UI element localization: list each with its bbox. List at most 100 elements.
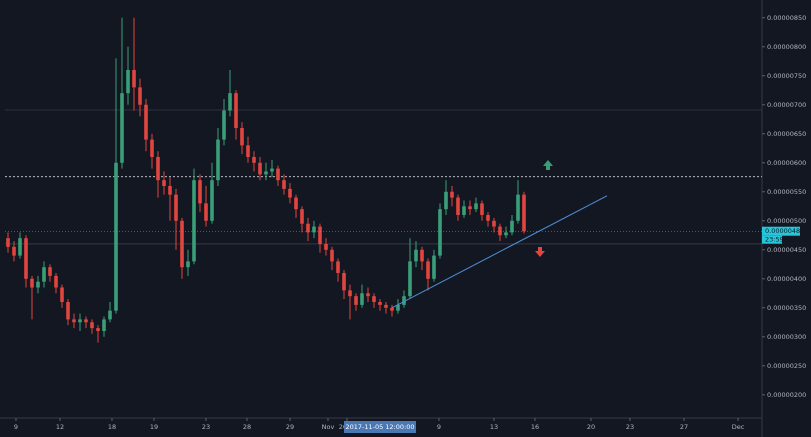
- candle-body: [456, 197, 460, 215]
- y-tick-label: 0.00000350: [767, 304, 806, 312]
- candle-body: [414, 249, 418, 262]
- candle-body: [444, 191, 448, 210]
- candle-body: [144, 104, 148, 140]
- x-tick-label: 18: [108, 423, 116, 431]
- y-tick-label: 0.00000200: [767, 391, 806, 399]
- candle-body: [240, 127, 244, 146]
- x-tick-label: 23: [626, 423, 634, 431]
- y-tick-label: 0.00000500: [767, 217, 806, 225]
- candle-body: [384, 304, 388, 308]
- candle-body: [318, 226, 322, 244]
- candle-body: [126, 69, 130, 94]
- candle-body: [246, 145, 250, 157]
- y-tick-label: 0.00000300: [767, 333, 806, 341]
- candle-body: [96, 328, 100, 331]
- candle-body: [486, 214, 490, 221]
- candle-body: [168, 185, 172, 195]
- candle-body: [252, 156, 256, 163]
- candle-body: [288, 188, 292, 198]
- candle-body: [438, 209, 442, 256]
- x-tick-label: 12: [56, 423, 64, 431]
- y-tick-label: 0.00000600: [767, 159, 806, 167]
- candle-body: [390, 307, 394, 311]
- crosshair-label-box: [343, 421, 416, 433]
- x-tick-label: 19: [150, 423, 158, 431]
- candle-body: [264, 171, 268, 175]
- candle-body: [360, 293, 364, 305]
- x-tick-label: Dec: [732, 423, 745, 431]
- candle-body: [270, 168, 274, 172]
- candle-body: [396, 304, 400, 311]
- candle-body: [30, 278, 34, 288]
- x-tick-label: Nov: [322, 423, 335, 431]
- candle-body: [312, 226, 316, 233]
- candle-body: [342, 272, 346, 291]
- candle-body: [114, 162, 118, 311]
- y-tick-label: 0.00000250: [767, 362, 806, 370]
- candle-body: [522, 194, 526, 232]
- x-tick-label: 29: [286, 423, 294, 431]
- candle-body: [36, 281, 40, 288]
- candle-body: [228, 93, 232, 111]
- candle-body: [378, 301, 382, 305]
- last-price-box: [762, 226, 800, 236]
- candle-body: [234, 93, 238, 128]
- x-tick-label: 28: [243, 423, 251, 431]
- candle-body: [516, 194, 520, 221]
- candle-body: [336, 261, 340, 273]
- x-tick-label: 27: [680, 423, 688, 431]
- candle-body: [366, 293, 370, 297]
- candle-body: [120, 93, 124, 163]
- candle-body: [78, 319, 82, 323]
- candle-body: [72, 319, 76, 323]
- candle-body: [60, 287, 64, 302]
- candle-body: [420, 249, 424, 262]
- candle-body: [468, 206, 472, 210]
- candle-body: [330, 249, 334, 262]
- candle-body: [450, 191, 454, 198]
- candle-body: [108, 310, 112, 320]
- x-tick-label: 20: [587, 423, 595, 431]
- candle-body: [432, 255, 436, 279]
- candle-body: [474, 203, 478, 210]
- candle-body: [156, 156, 160, 181]
- candle-body: [498, 226, 502, 236]
- candle-body: [426, 261, 430, 279]
- down-arrow: [535, 247, 545, 257]
- candle-body: [6, 238, 10, 247]
- candle-body: [150, 139, 154, 157]
- x-tick-label: 23: [202, 423, 210, 431]
- candle-body: [216, 139, 220, 181]
- x-tick-label: 16: [531, 423, 539, 431]
- candle-body: [48, 267, 52, 276]
- candle-body: [306, 223, 310, 233]
- candle-body: [510, 220, 514, 233]
- y-tick-label: 0.00000850: [767, 14, 806, 22]
- candle-body: [162, 180, 166, 186]
- candle-body: [90, 322, 94, 329]
- candle-body: [480, 203, 484, 215]
- candle-body: [324, 243, 328, 250]
- candle-body: [84, 319, 88, 323]
- candle-body: [138, 87, 142, 105]
- y-tick-label: 0.00000800: [767, 43, 806, 51]
- x-tick-label: 9: [14, 423, 18, 431]
- crosshair-label: 2017-11-05 12:00:00: [345, 423, 414, 431]
- last-price-label: 0.00000482: [765, 227, 804, 235]
- candle-body: [180, 220, 184, 268]
- candle-body: [492, 220, 496, 227]
- candle-body: [222, 110, 226, 140]
- candle-body: [210, 180, 214, 221]
- candle-body: [504, 232, 508, 236]
- y-tick-label: 0.00000400: [767, 275, 806, 283]
- up-arrow: [543, 160, 553, 170]
- candle-body: [294, 197, 298, 210]
- y-tick-label: 0.00000700: [767, 101, 806, 109]
- countdown: 23:59: [765, 236, 784, 244]
- candle-body: [348, 290, 352, 297]
- candle-body: [174, 194, 178, 221]
- candle-body: [18, 238, 22, 256]
- candle-body: [132, 69, 136, 88]
- y-tick-label: 0.00000650: [767, 130, 806, 138]
